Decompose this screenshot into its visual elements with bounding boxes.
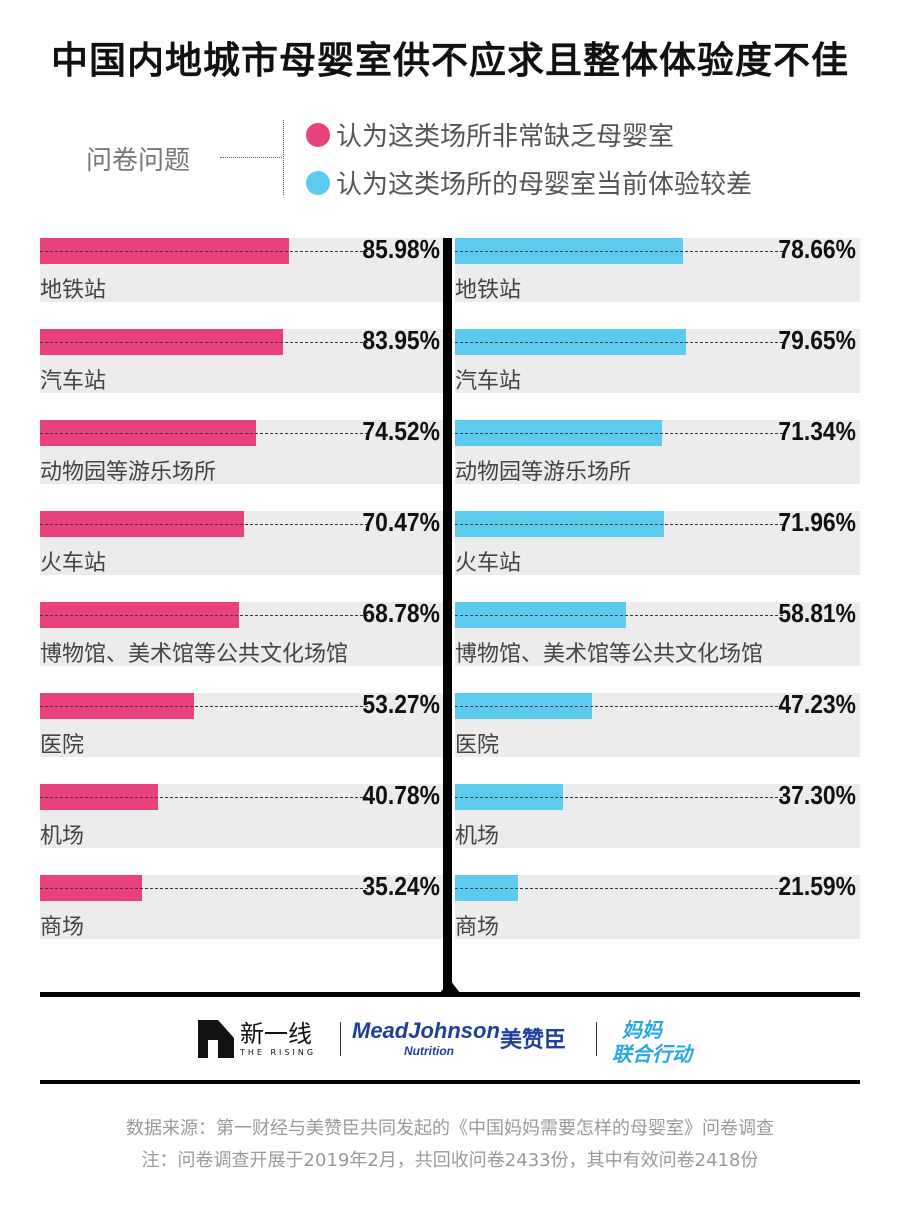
dashed-guide — [455, 706, 783, 707]
chart-baseline — [40, 992, 860, 997]
legend-label: 问卷问题 — [86, 146, 191, 176]
dashed-guide — [455, 342, 783, 343]
xinyixian-subtitle: THE RISING — [240, 1048, 317, 1057]
dashed-guide — [455, 888, 783, 889]
legend-item-label: 认为这类场所非常缺乏母婴室 — [336, 122, 675, 152]
data-label: 35.24% — [362, 871, 440, 901]
dashed-guide — [40, 706, 368, 707]
data-label: 21.59% — [778, 871, 856, 901]
footer-rule — [40, 1080, 860, 1084]
data-label: 74.52% — [362, 416, 440, 446]
legend-separator — [283, 120, 284, 195]
data-label: 85.98% — [362, 234, 440, 264]
dashed-guide — [40, 797, 368, 798]
meadjohnson-subtitle: Nutrition — [404, 1044, 454, 1058]
category-label: 汽车站 — [40, 369, 107, 394]
category-label: 医院 — [40, 733, 85, 758]
data-label: 71.34% — [778, 416, 856, 446]
data-label: 79.65% — [778, 325, 856, 355]
mama-logo-line2: 联合行动 — [612, 1042, 692, 1066]
data-label: 83.95% — [362, 325, 440, 355]
data-label: 70.47% — [362, 507, 440, 537]
logo-separator — [340, 1022, 341, 1056]
meadjohnson-chinese-name: 美赞臣 — [500, 1028, 567, 1053]
meadjohnson-name: MeadJohnson — [352, 1018, 500, 1043]
data-label: 71.96% — [778, 507, 856, 537]
dashed-guide — [40, 524, 368, 525]
arrow-up-icon — [440, 980, 460, 993]
category-label: 汽车站 — [455, 369, 522, 394]
partner-logos: 新一线 THE RISING MeadJohnson Nutrition 美赞臣… — [0, 1010, 900, 1070]
dashed-guide — [455, 797, 783, 798]
category-label: 商场 — [455, 915, 500, 940]
data-label: 53.27% — [362, 689, 440, 719]
row-background — [455, 875, 860, 939]
legend-item-lacking: 认为这类场所非常缺乏母婴室 — [306, 116, 674, 153]
category-label: 博物馆、美术馆等公共文化场馆 — [40, 642, 349, 667]
dashed-guide — [455, 615, 783, 616]
category-label: 机场 — [40, 824, 85, 849]
category-label: 机场 — [455, 824, 500, 849]
legend-dot-pink-icon — [306, 122, 330, 147]
data-label: 78.66% — [778, 234, 856, 264]
category-label: 火车站 — [455, 551, 522, 576]
dashed-guide — [40, 433, 368, 434]
legend-connector — [220, 157, 282, 158]
mama-alliance-logo: 妈妈 联合行动 — [612, 1014, 712, 1066]
category-label: 地铁站 — [455, 278, 522, 303]
category-label: 动物园等游乐场所 — [40, 460, 217, 485]
category-label: 博物馆、美术馆等公共文化场馆 — [455, 642, 764, 667]
category-label: 火车站 — [40, 551, 107, 576]
category-label: 动物园等游乐场所 — [455, 460, 632, 485]
xinyixian-mark-icon — [198, 1020, 234, 1058]
data-source-note: 数据来源：第一财经与美赞臣共同发起的《中国妈妈需要怎样的母婴室》问卷调查 — [126, 1118, 774, 1139]
category-label: 地铁站 — [40, 278, 107, 303]
category-label: 医院 — [455, 733, 500, 758]
chart-title: 中国内地城市母婴室供不应求且整体体验度不佳 — [51, 39, 849, 82]
logo-separator — [596, 1022, 597, 1056]
center-divider — [443, 238, 452, 990]
legend-dot-blue-icon — [306, 170, 330, 195]
legend-item-poor-experience: 认为这类场所的母婴室当前体验较差 — [306, 164, 752, 201]
dashed-guide — [40, 342, 368, 343]
dashed-guide — [455, 251, 783, 252]
dashed-guide — [40, 251, 368, 252]
legend-item-label: 认为这类场所的母婴室当前体验较差 — [336, 170, 753, 200]
dashed-guide — [40, 615, 368, 616]
mama-logo-line1: 妈妈 — [622, 1018, 662, 1042]
category-label: 商场 — [40, 915, 85, 940]
data-label: 40.78% — [362, 780, 440, 810]
meadjohnson-logo: MeadJohnson Nutrition — [352, 1016, 500, 1064]
data-label: 47.23% — [778, 689, 856, 719]
xinyixian-name: 新一线 — [240, 1020, 312, 1048]
dashed-guide — [455, 524, 783, 525]
data-label: 68.78% — [362, 598, 440, 628]
xinyixian-logo: 新一线 THE RISING — [196, 1014, 326, 1064]
data-label: 58.81% — [778, 598, 856, 628]
data-label: 37.30% — [778, 780, 856, 810]
dashed-guide — [40, 888, 368, 889]
survey-note: 注：问卷调查开展于2019年2月，共回收问卷2433份，其中有效问卷2418份 — [141, 1150, 759, 1171]
dashed-guide — [455, 433, 783, 434]
